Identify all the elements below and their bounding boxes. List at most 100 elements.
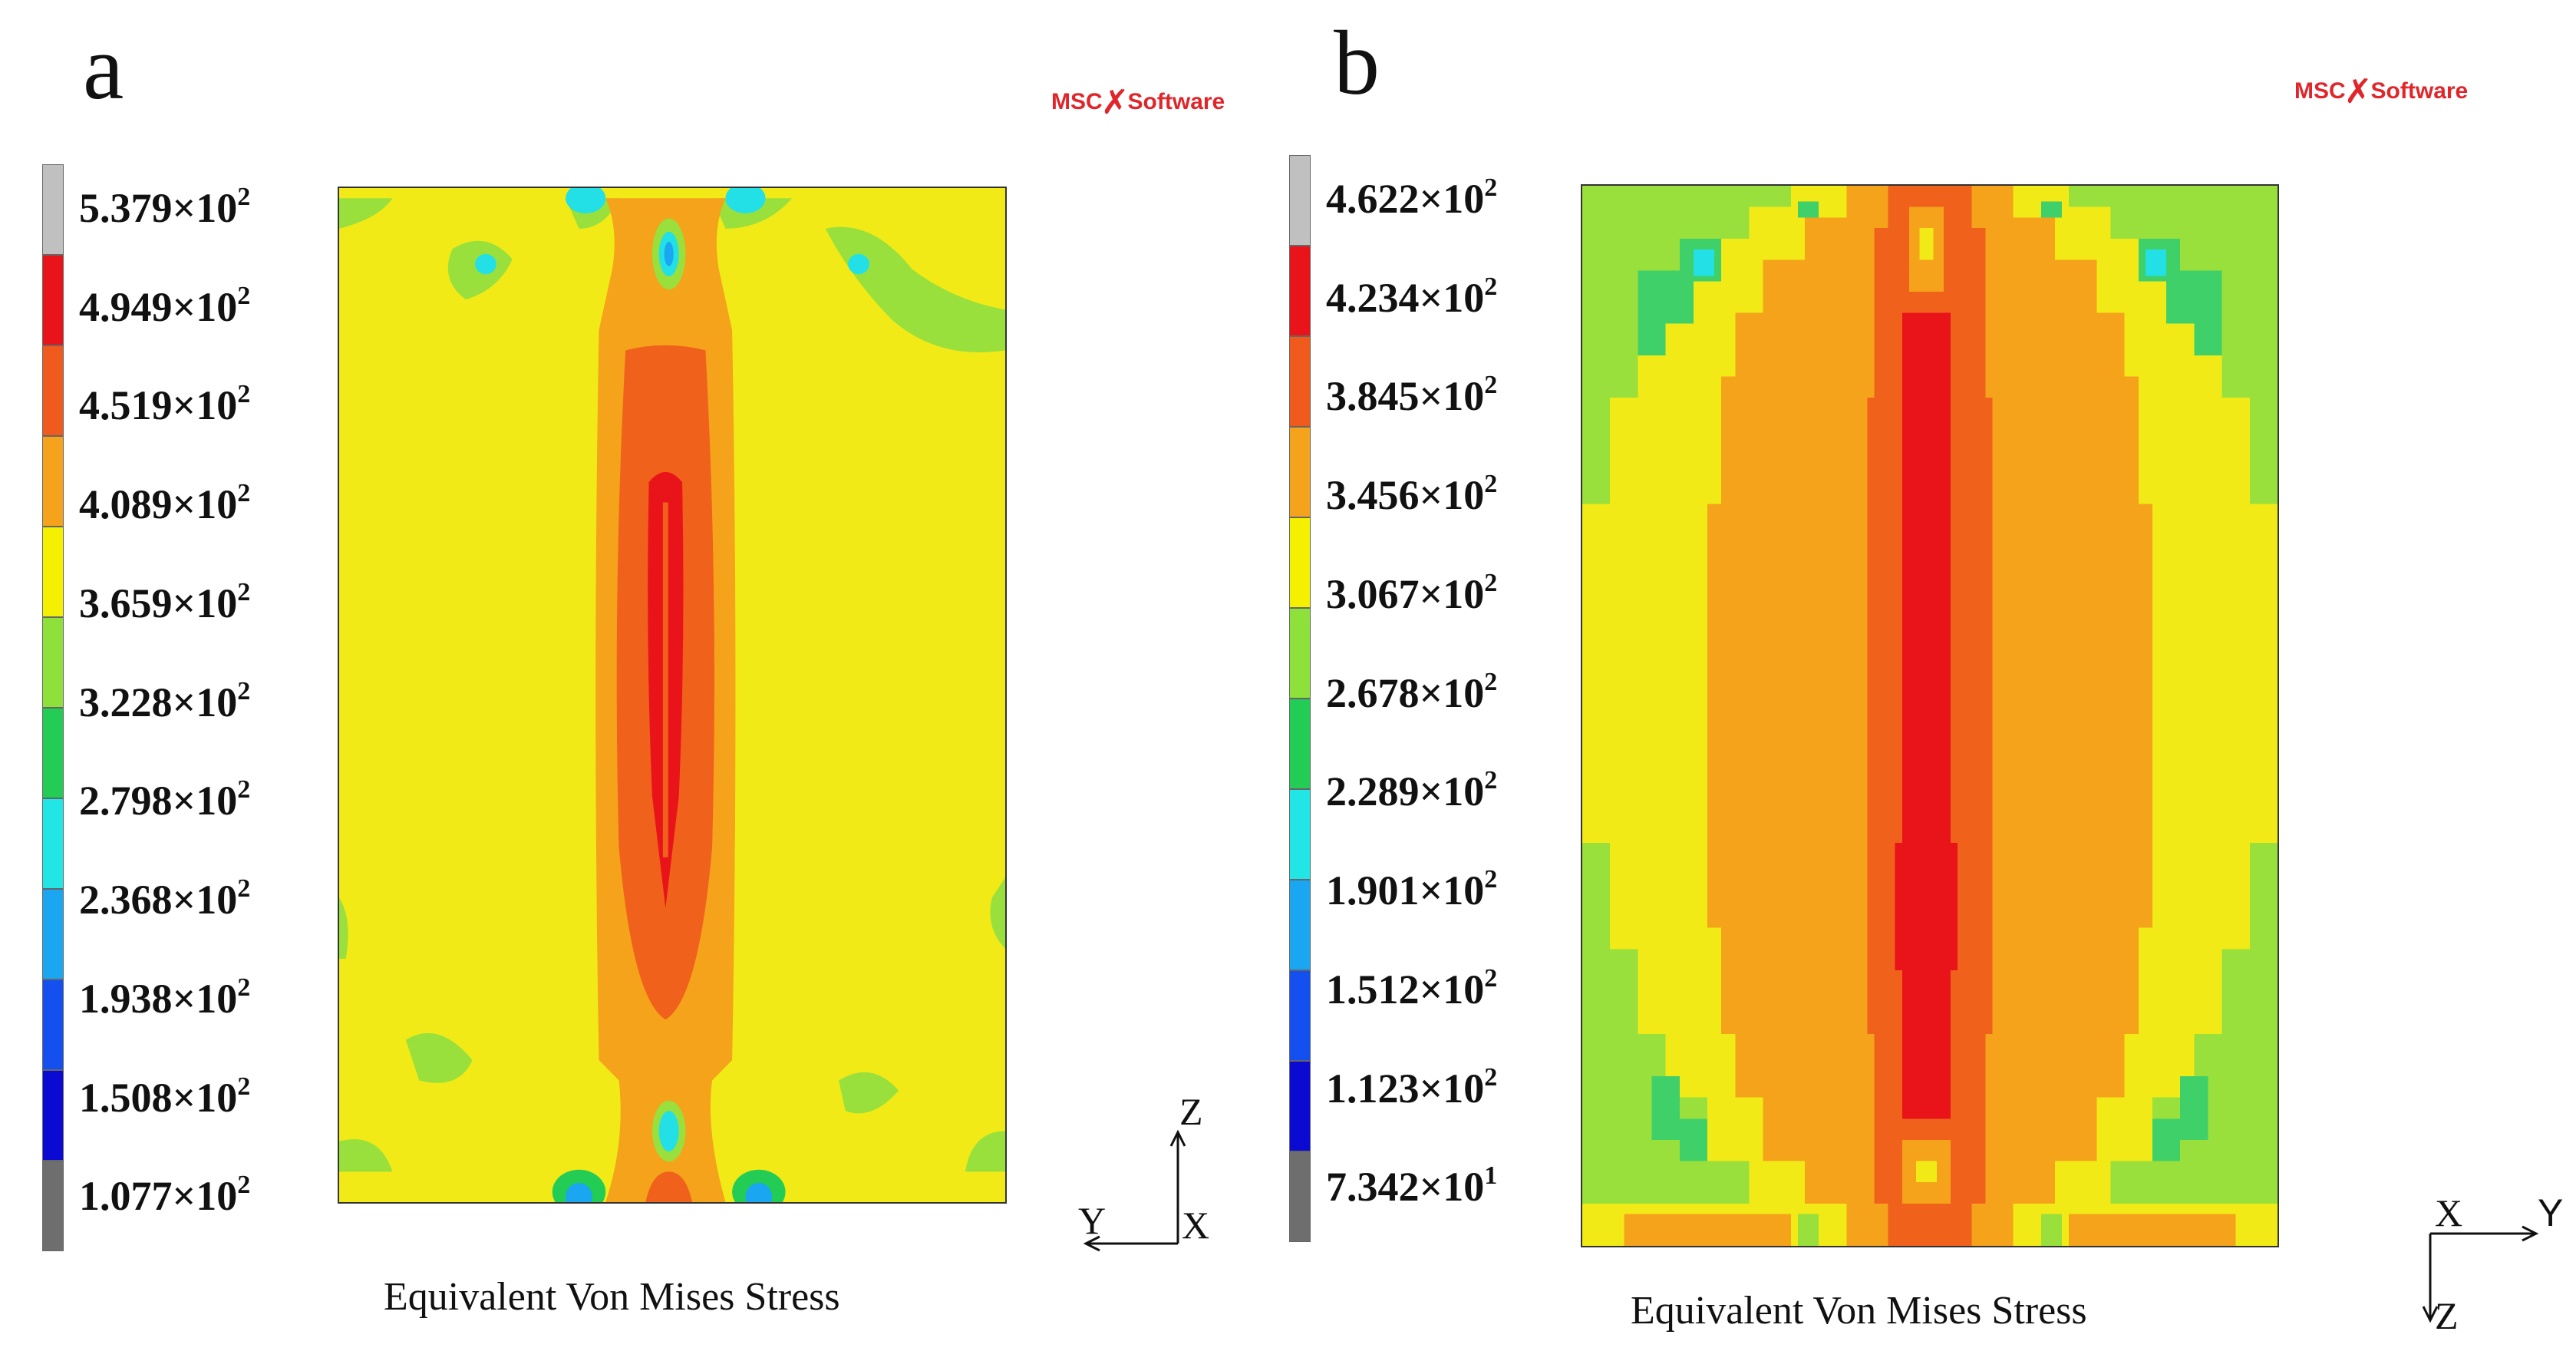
legend-swatch xyxy=(42,255,64,345)
legend-swatch xyxy=(42,798,64,889)
msc-software-logo: MSC✗Software xyxy=(2294,68,2469,111)
legend-tick-label: 3.845×102 xyxy=(1326,372,1497,418)
legend-tick-label: 1.512×102 xyxy=(1326,965,1497,1012)
panel-b: b MSC✗Software 4.622×102 4.234×102 3.845×1… xyxy=(1266,0,2576,1361)
legend-swatch xyxy=(1289,608,1311,699)
stress-contour-plot xyxy=(338,187,1007,1204)
legend-mantissa: 4.949×10 xyxy=(79,283,238,330)
legend-tick-label: 4.949×102 xyxy=(79,282,250,330)
logo-mark: ✗ xyxy=(2343,73,2373,111)
legend-swatch xyxy=(42,617,64,708)
legend-mantissa: 4.089×10 xyxy=(79,481,238,528)
panel-a: a MSC✗Software 5.379×102 4.949×102 4.519×1… xyxy=(0,0,1266,1361)
legend-swatch xyxy=(1289,789,1311,880)
legend-mantissa: 5.379×10 xyxy=(79,185,238,231)
legend-swatch xyxy=(42,979,64,1070)
legend-mantissa: 1.938×10 xyxy=(79,975,238,1022)
legend-tick-label: 7.342×101 xyxy=(1326,1163,1497,1208)
field-hotspot xyxy=(475,253,496,275)
legend-exponent: 2 xyxy=(237,874,251,903)
legend-tick-label: 2.798×102 xyxy=(79,777,250,822)
axis-label-z: Z xyxy=(1179,1090,1203,1133)
axis-y-arrow xyxy=(1083,1235,1100,1252)
legend-exponent: 2 xyxy=(237,676,251,705)
legend-swatch xyxy=(1289,970,1311,1061)
legend-mantissa: 4.234×10 xyxy=(1326,274,1485,321)
field-redorange-base xyxy=(645,1171,693,1202)
legend-tick-label: 1.901×102 xyxy=(1326,867,1497,914)
field-hotspot xyxy=(566,188,606,214)
legend-mantissa: 1.512×10 xyxy=(1326,966,1485,1012)
legend-tick-label: 3.228×102 xyxy=(79,678,250,725)
legend-exponent: 2 xyxy=(237,183,251,211)
legend-swatch xyxy=(42,889,64,979)
plot-caption: Equivalent Von Mises Stress xyxy=(384,1275,840,1319)
legend-swatch xyxy=(1289,336,1311,427)
field-green-patch xyxy=(965,1131,1005,1172)
field-green-region xyxy=(2069,186,2278,504)
color-scale-legend: 4.622×102 4.234×102 3.845×102 3.456×102 3.06… xyxy=(1289,155,1596,1253)
field-green-patch xyxy=(825,226,1005,353)
legend-exponent: 2 xyxy=(237,973,251,1002)
field-redorange-detail xyxy=(1901,1214,1951,1246)
legend-exponent: 2 xyxy=(237,1171,251,1200)
axis-z-arrow xyxy=(2422,1306,2439,1323)
field-green-dot xyxy=(1797,1214,1819,1246)
triad-svg-a: Z Y X xyxy=(1078,1090,1209,1252)
legend-mantissa: 4.622×10 xyxy=(1326,176,1485,222)
coordinate-triad-b: Y X Z xyxy=(2421,1186,2567,1343)
axis-label-y: Y xyxy=(2538,1191,2563,1234)
legend-swatch xyxy=(42,708,64,798)
legend-swatch xyxy=(1289,1151,1311,1242)
coordinate-triad-a: Z Y X xyxy=(1078,1090,1209,1259)
legend-exponent: 2 xyxy=(237,380,251,409)
panel-b-letter: b xyxy=(1334,12,1380,114)
legend-exponent: 2 xyxy=(1484,865,1498,894)
axis-y-arrow xyxy=(2522,1225,2539,1242)
axis-z-arrow xyxy=(1169,1129,1186,1147)
logo-text-software: Software xyxy=(2370,78,2469,104)
legend-mantissa: 2.368×10 xyxy=(79,877,238,923)
legend-tick-label: 2.368×102 xyxy=(79,876,250,923)
legend-exponent: 1 xyxy=(1484,1161,1498,1191)
legend-mantissa: 3.228×10 xyxy=(79,679,238,725)
field-redorange-core xyxy=(662,502,668,857)
legend-mantissa: 4.519×10 xyxy=(79,382,238,429)
legend-mantissa: 1.508×10 xyxy=(79,1074,238,1121)
legend-swatch xyxy=(42,1070,64,1161)
field-cyan-island xyxy=(2145,249,2167,276)
legend-mantissa: 1.901×10 xyxy=(1326,867,1485,914)
field-orange-strip xyxy=(1624,1214,1791,1246)
field-green-dot xyxy=(1797,201,1819,218)
legend-exponent: 2 xyxy=(237,775,251,804)
legend-exponent: 2 xyxy=(237,1072,251,1101)
plot-caption: Equivalent Von Mises Stress xyxy=(1631,1289,2087,1333)
legend-tick-label: 2.678×102 xyxy=(1326,669,1497,714)
legend-swatch xyxy=(42,436,64,527)
field-green-region xyxy=(1582,186,1791,504)
field-green-patch xyxy=(339,1139,393,1172)
legend-swatch xyxy=(1289,427,1311,517)
legend-tick-label: 5.379×102 xyxy=(79,184,250,231)
legend-mantissa: 2.289×10 xyxy=(1326,768,1485,815)
field-green-dot xyxy=(2040,201,2063,218)
field-green-patch xyxy=(339,198,393,229)
legend-mantissa: 3.456×10 xyxy=(1326,472,1485,519)
field-hotspot xyxy=(848,253,869,275)
legend-swatch xyxy=(1289,699,1311,789)
field-orange-strip xyxy=(2069,1214,2236,1246)
legend-exponent: 2 xyxy=(1484,173,1498,202)
legend-tick-label: 1.123×102 xyxy=(1326,1064,1497,1109)
legend-tick-label: 4.234×102 xyxy=(1326,273,1497,321)
legend-swatch xyxy=(42,345,64,436)
legend-tick-label: 3.659×102 xyxy=(79,579,250,624)
field-hotspot xyxy=(566,1182,592,1202)
field-green-patch xyxy=(339,897,348,959)
legend-exponent: 2 xyxy=(1484,1062,1498,1092)
axis-label-z: Z xyxy=(2435,1294,2459,1337)
legend-swatch xyxy=(42,527,64,617)
field-red-spine xyxy=(1895,312,1958,1119)
legend-tick-label: 4.622×102 xyxy=(1326,175,1497,222)
field-yellow-detail xyxy=(1915,1161,1938,1183)
legend-exponent: 2 xyxy=(1484,568,1498,597)
